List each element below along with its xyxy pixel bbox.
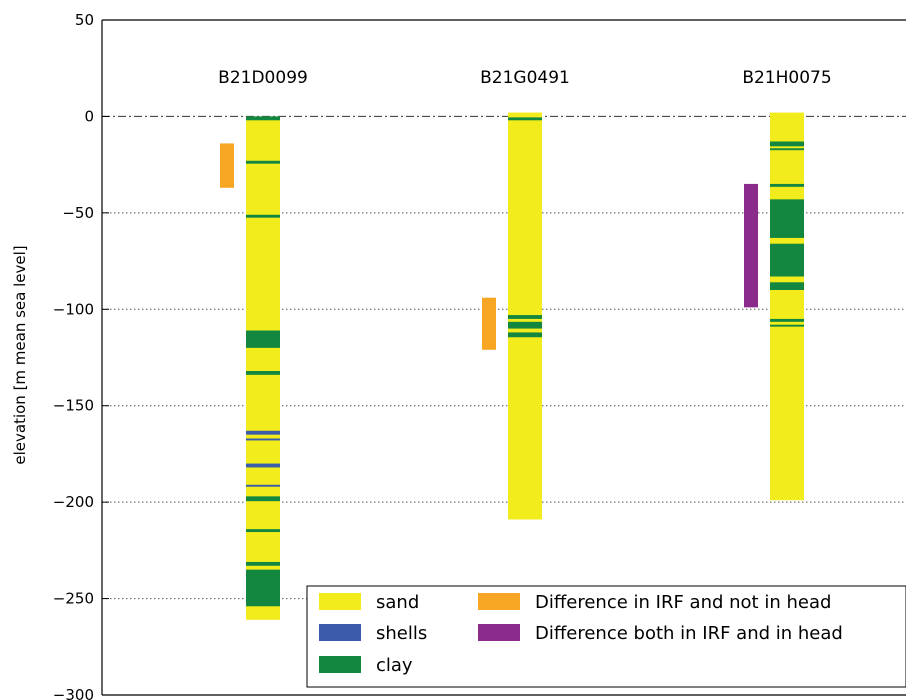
shells-layer	[246, 484, 280, 487]
y-tick-label: −150	[53, 397, 94, 415]
borehole-title: B21G0491	[480, 68, 570, 88]
clay-layer	[246, 529, 280, 533]
sand-column-b21d0099	[246, 116, 280, 620]
clay-layer	[770, 141, 804, 147]
y-axis-label: elevation [m mean sea level]	[11, 245, 29, 464]
clay-layer	[770, 148, 804, 151]
clay-layer	[770, 183, 804, 187]
y-tick-label: 50	[75, 11, 94, 29]
irf-only-marker	[482, 297, 496, 350]
borehole-columns	[246, 112, 804, 620]
legend-label-sand: sand	[376, 592, 419, 613]
shells-layer	[246, 463, 280, 468]
sand-column-b21h0075	[770, 112, 804, 501]
clay-layer	[246, 330, 280, 348]
grid-lines	[102, 115, 906, 600]
y-tick-label: −200	[53, 493, 94, 511]
clay-layer	[770, 282, 804, 290]
clay-layer	[246, 561, 280, 566]
y-tick-label: 0	[84, 107, 94, 125]
irf-and-head-marker	[744, 183, 758, 308]
clay-layer	[508, 332, 542, 338]
clay-layer	[246, 116, 280, 121]
y-tick-label: −100	[53, 300, 94, 318]
borehole-title: B21H0075	[742, 68, 831, 88]
clay-layer	[246, 569, 280, 607]
shells-layer	[246, 430, 280, 435]
clay-layer	[246, 371, 280, 375]
y-tick-label: −50	[62, 204, 94, 222]
clay-layer	[508, 315, 542, 319]
clay-layer	[246, 214, 280, 218]
legend-label-clay: clay	[376, 655, 413, 676]
legend-swatch-shells	[319, 624, 361, 641]
irf-only-marker	[220, 143, 234, 188]
clay-layer	[770, 318, 804, 322]
clay-layer	[770, 199, 804, 238]
legend: sand shells clay Difference in IRF and not …	[306, 585, 906, 688]
legend-label-shells: shells	[376, 623, 427, 644]
clay-layer	[508, 321, 542, 329]
clay-layer	[770, 324, 804, 327]
legend-swatch-clay	[319, 656, 361, 673]
axes: 50 0 −50 −100 −150 −200 −250 −300	[53, 11, 906, 700]
difference-markers	[220, 143, 758, 350]
legend-swatch-sand	[319, 593, 361, 610]
y-tick-label: −300	[53, 686, 94, 700]
borehole-titles: B21D0099 B21G0491 B21H0075	[218, 68, 832, 88]
clay-layer	[508, 117, 542, 121]
legend-box	[306, 585, 906, 688]
legend-label-irf-only: Difference in IRF and not in head	[535, 592, 831, 613]
legend-swatch-irf-and-head	[478, 624, 520, 641]
clay-layer	[770, 243, 804, 277]
y-tick-label: −250	[53, 590, 94, 608]
clay-layer	[246, 496, 280, 502]
clay-layer	[246, 160, 280, 164]
shells-layer	[246, 438, 280, 441]
legend-swatch-irf-only	[478, 593, 520, 610]
borehole-title: B21D0099	[218, 68, 308, 88]
legend-label-irf-and-head: Difference both in IRF and in head	[535, 623, 843, 644]
